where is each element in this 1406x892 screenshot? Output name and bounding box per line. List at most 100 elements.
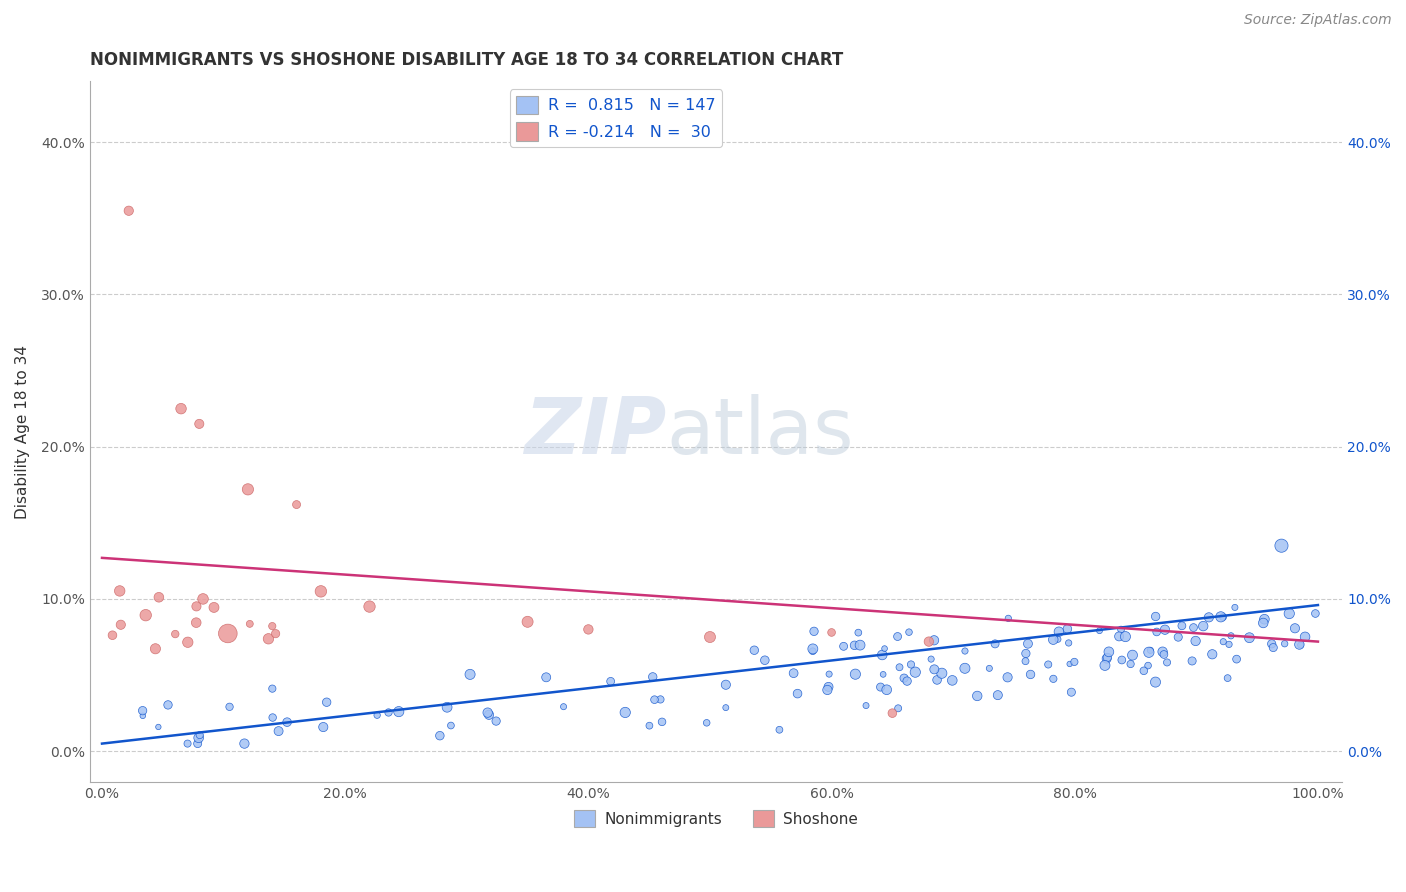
Point (1294, 630, 1316, 644)
Text: Source: ZipAtlas.com: Source: ZipAtlas.com (1244, 13, 1392, 28)
Point (886, 630, 908, 644)
Legend: Nonimmigrants, Shoshone: Nonimmigrants, Shoshone (568, 804, 865, 833)
Point (1097, 650, 1119, 665)
Point (849, 638, 872, 652)
Point (1144, 675, 1167, 690)
Point (815, 682, 838, 697)
Point (1119, 657, 1142, 671)
Point (638, 719, 661, 733)
Point (257, 632, 280, 646)
Point (312, 720, 335, 734)
Point (801, 641, 824, 656)
Point (1239, 631, 1261, 645)
Point (170, 401, 193, 416)
Point (1253, 612, 1275, 626)
Point (1019, 667, 1042, 681)
Point (1201, 647, 1223, 661)
Point (953, 661, 976, 675)
Point (440, 718, 463, 732)
Point (818, 667, 841, 681)
Point (782, 666, 804, 681)
Point (1060, 685, 1083, 699)
Point (966, 689, 988, 703)
Point (1305, 607, 1327, 621)
Point (1284, 621, 1306, 635)
Point (1288, 638, 1310, 652)
Point (309, 584, 332, 599)
Point (803, 624, 825, 639)
Point (218, 699, 240, 714)
Point (1251, 615, 1274, 630)
Point (202, 600, 225, 615)
Point (1038, 657, 1060, 672)
Point (436, 700, 458, 714)
Point (262, 710, 284, 724)
Point (870, 648, 893, 662)
Point (1182, 621, 1205, 635)
Point (478, 707, 501, 722)
Point (1192, 619, 1215, 633)
Point (1111, 653, 1133, 667)
Point (931, 666, 953, 681)
Point (696, 715, 718, 730)
Point (1133, 664, 1156, 678)
Point (614, 706, 637, 720)
Point (844, 638, 866, 652)
Point (186, 615, 208, 630)
Point (742, 643, 765, 657)
Point (576, 623, 599, 637)
Point (276, 715, 298, 730)
Point (1042, 672, 1064, 686)
Point (1139, 643, 1161, 657)
Point (768, 723, 790, 737)
Point (832, 640, 855, 654)
Point (377, 706, 399, 720)
Point (599, 674, 621, 689)
Point (429, 729, 451, 743)
Point (165, 627, 187, 641)
Point (941, 673, 963, 688)
Point (869, 680, 891, 694)
Point (820, 625, 842, 640)
Point (131, 704, 153, 718)
Point (262, 619, 284, 633)
Point (1184, 634, 1206, 648)
Point (110, 617, 132, 632)
Point (477, 706, 499, 720)
Point (1046, 632, 1069, 647)
Point (650, 692, 672, 706)
Point (1095, 651, 1118, 665)
Point (534, 670, 557, 684)
Point (239, 616, 262, 631)
Point (893, 671, 915, 685)
Point (388, 705, 411, 719)
Point (1088, 624, 1111, 638)
Point (233, 737, 256, 751)
Point (315, 695, 337, 709)
Point (553, 699, 575, 714)
Point (188, 728, 211, 742)
Point (699, 630, 721, 644)
Point (1042, 632, 1064, 647)
Point (898, 625, 921, 640)
Point (918, 634, 941, 648)
Point (1198, 610, 1220, 624)
Text: atlas: atlas (666, 393, 853, 469)
Point (1059, 657, 1081, 671)
Point (896, 674, 918, 689)
Point (1209, 610, 1232, 624)
Point (188, 417, 211, 431)
Point (844, 667, 866, 681)
Point (156, 698, 179, 712)
Point (148, 720, 170, 734)
Point (1108, 629, 1130, 643)
Point (1220, 629, 1243, 643)
Point (1121, 648, 1143, 662)
Point (176, 737, 198, 751)
Point (191, 591, 214, 606)
Point (754, 653, 776, 667)
Point (1153, 648, 1175, 662)
Point (714, 700, 737, 714)
Point (516, 615, 538, 629)
Point (1278, 607, 1301, 621)
